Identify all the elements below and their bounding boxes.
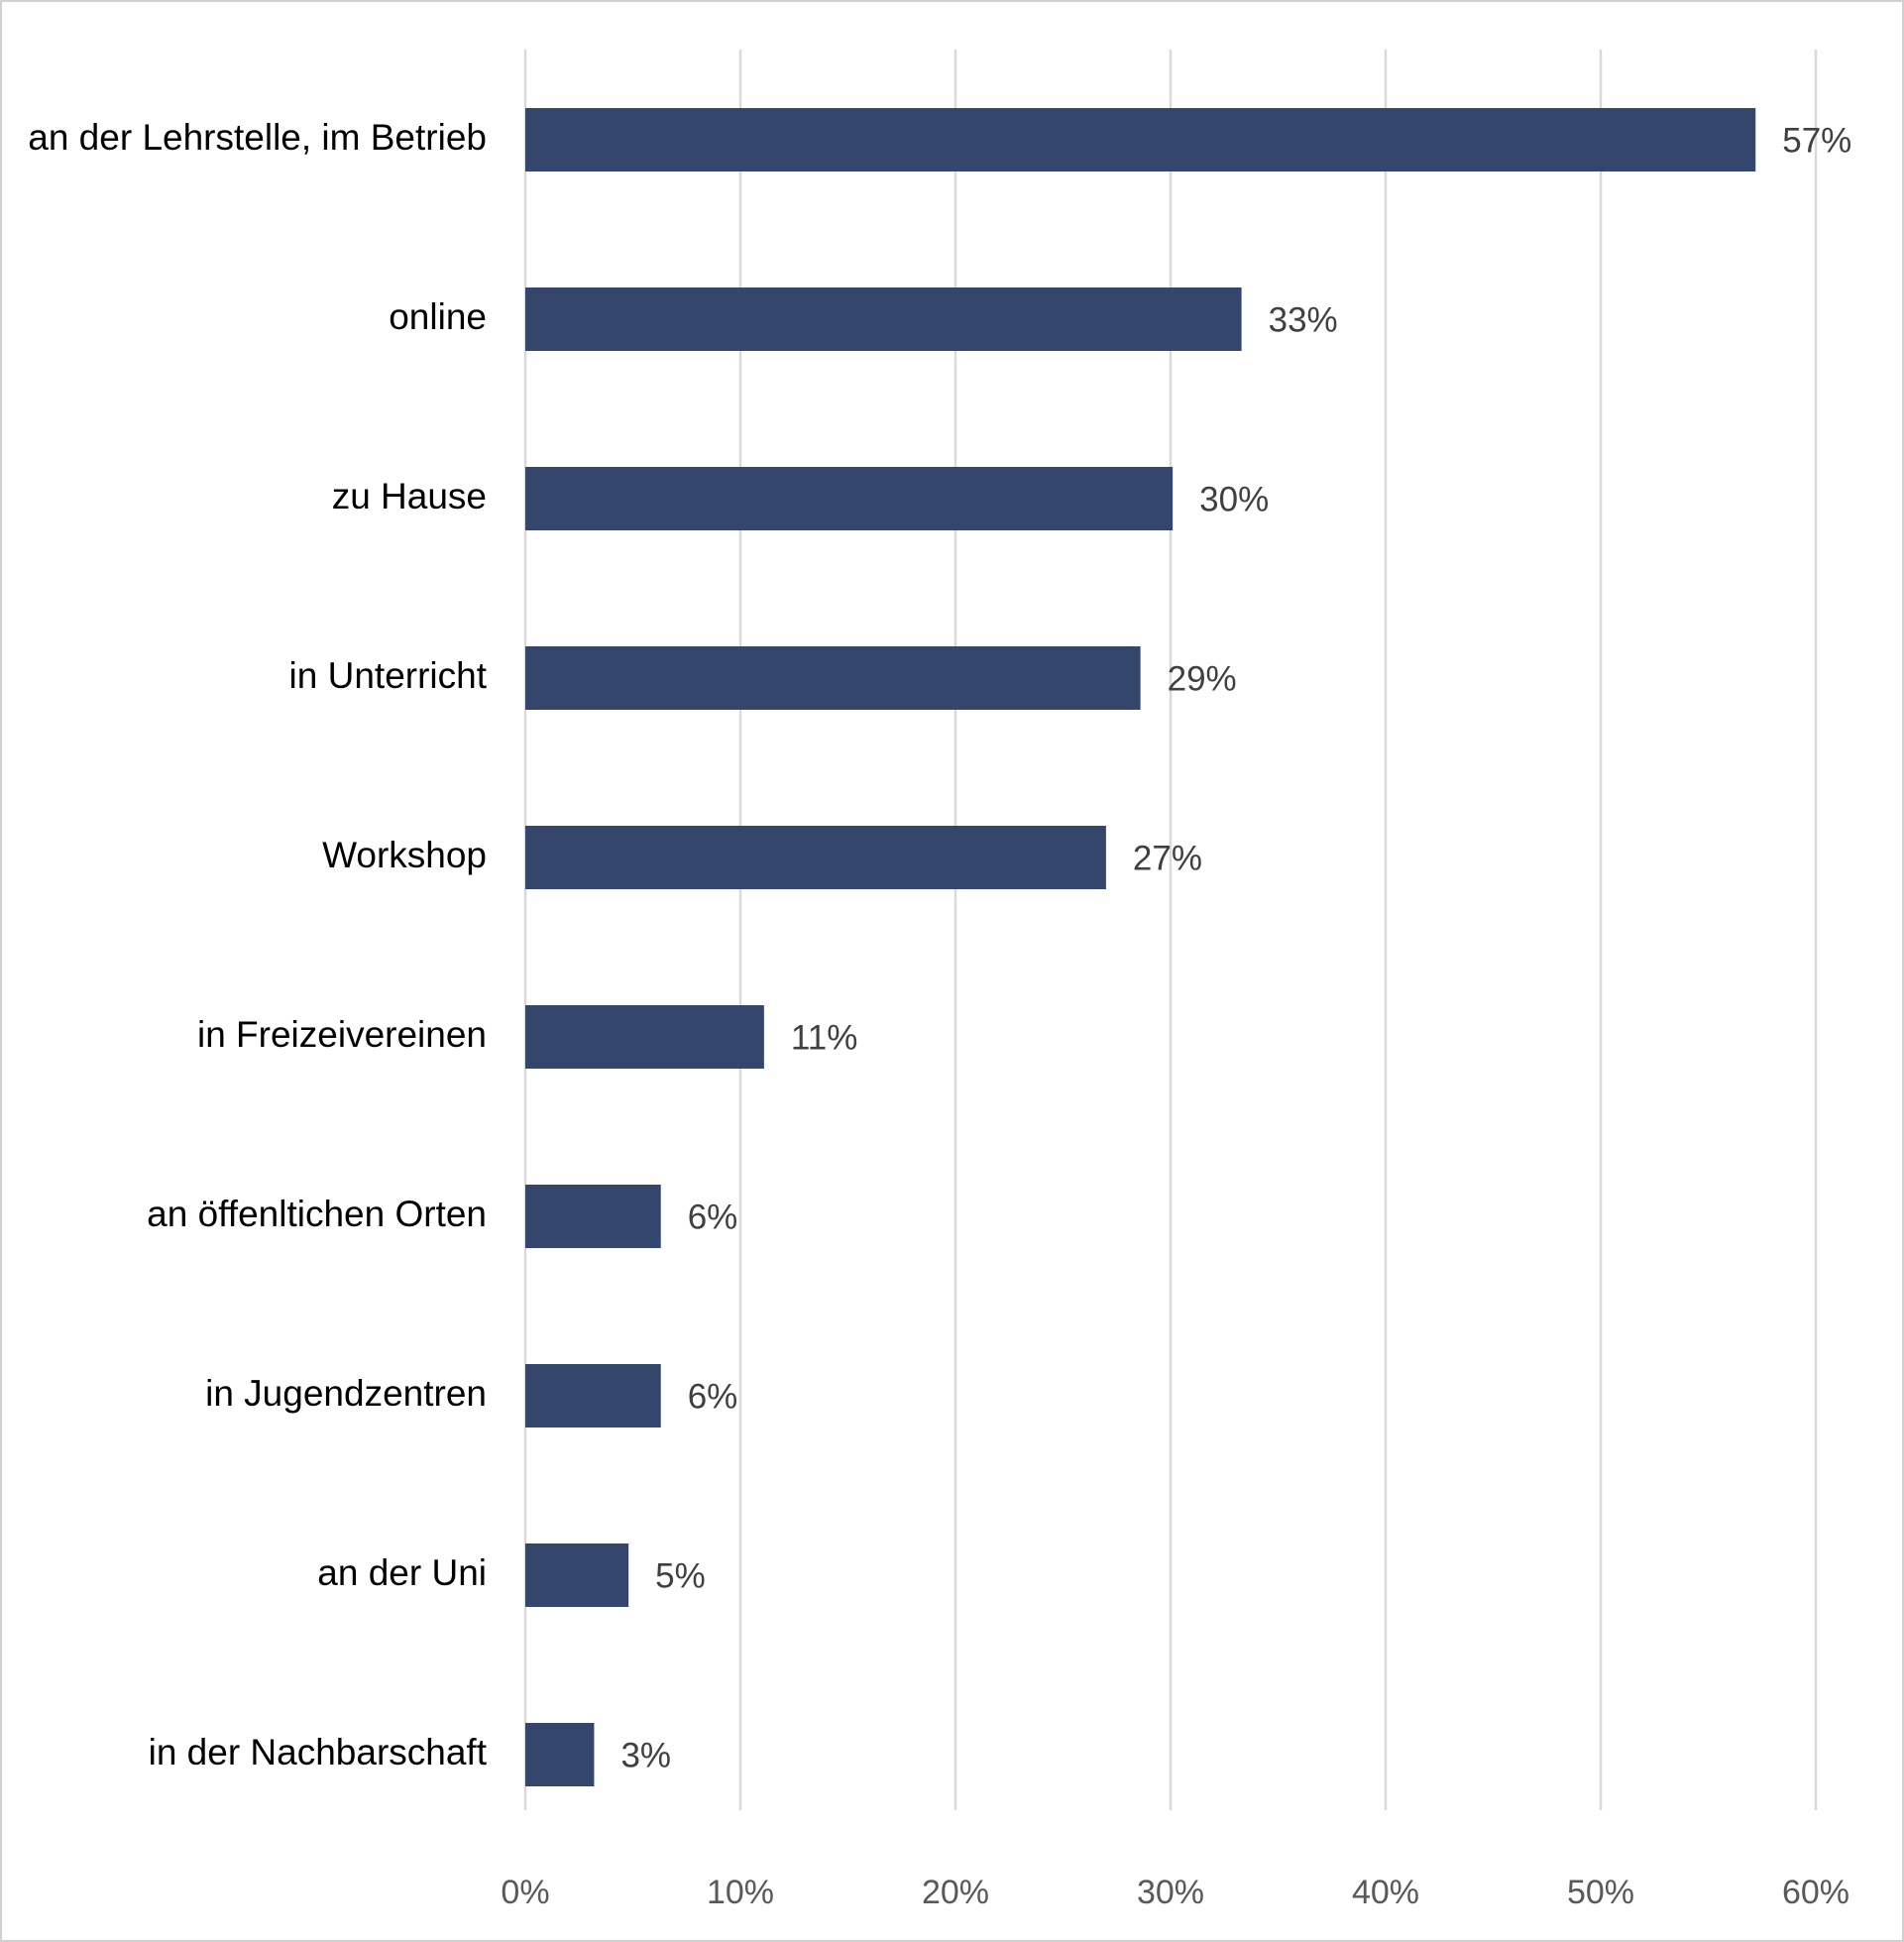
y-tick-label: in Unterricht	[289, 655, 488, 696]
y-tick-label: in Freizeivereinen	[197, 1014, 487, 1055]
bar	[525, 826, 1106, 889]
data-label: 11%	[791, 1018, 857, 1057]
bar	[525, 467, 1174, 530]
y-tick-label: in Jugendzentren	[205, 1373, 487, 1414]
y-tick-label: an der Uni	[317, 1552, 487, 1593]
data-label: 33%	[1269, 300, 1338, 339]
x-tick-label: 10%	[707, 1874, 774, 1911]
y-tick-label: Workshop	[322, 835, 487, 875]
y-tick-label: online	[389, 296, 487, 337]
data-label: 27%	[1133, 839, 1202, 877]
x-tick-label: 20%	[922, 1874, 989, 1911]
data-label: 30%	[1199, 480, 1269, 518]
bar	[525, 1723, 595, 1786]
data-label: 3%	[620, 1736, 671, 1774]
bar	[525, 1005, 764, 1069]
bar	[525, 1543, 629, 1607]
data-label: 29%	[1168, 659, 1237, 698]
y-tick-label: zu Hause	[332, 476, 487, 516]
bar	[525, 1364, 661, 1428]
data-label: 57%	[1782, 121, 1851, 160]
data-label: 6%	[688, 1377, 738, 1416]
y-tick-label: an der Lehrstelle, im Betrieb	[28, 117, 487, 158]
y-tick-label: an öffenltichen Orten	[147, 1194, 487, 1234]
y-tick-label: in der Nachbarschaft	[149, 1732, 488, 1772]
bar	[525, 108, 1756, 171]
x-tick-label: 30%	[1137, 1874, 1204, 1911]
bar	[525, 1185, 661, 1248]
x-tick-label: 40%	[1352, 1874, 1419, 1911]
bar	[525, 287, 1242, 351]
x-tick-label: 50%	[1567, 1874, 1634, 1911]
x-tick-label: 60%	[1782, 1874, 1849, 1911]
data-label: 6%	[688, 1198, 738, 1236]
bar	[525, 646, 1141, 710]
data-label: 5%	[655, 1556, 706, 1595]
x-tick-label: 0%	[501, 1874, 549, 1911]
